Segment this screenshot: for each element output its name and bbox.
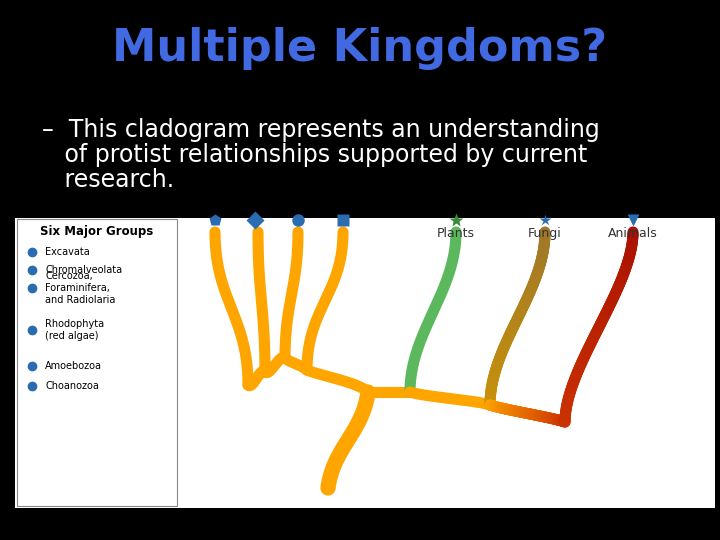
FancyBboxPatch shape xyxy=(17,219,177,506)
Text: Excavata: Excavata xyxy=(45,247,90,257)
Text: Plants: Plants xyxy=(437,227,475,240)
Text: Cercozoa,
Foraminifera,
and Radiolaria: Cercozoa, Foraminifera, and Radiolaria xyxy=(45,272,115,305)
Text: Animals: Animals xyxy=(608,227,658,240)
Text: Amoebozoa: Amoebozoa xyxy=(45,361,102,371)
Bar xyxy=(15,218,715,508)
Text: Choanozoa: Choanozoa xyxy=(45,381,99,391)
Text: –  This cladogram represents an understanding: – This cladogram represents an understan… xyxy=(42,118,600,142)
Text: Multiple Kingdoms?: Multiple Kingdoms? xyxy=(112,26,608,70)
Text: Chromalveolata: Chromalveolata xyxy=(45,265,122,275)
Text: Fungi: Fungi xyxy=(528,227,562,240)
Text: of protist relationships supported by current: of protist relationships supported by cu… xyxy=(42,143,588,167)
Text: Six Major Groups: Six Major Groups xyxy=(40,226,153,239)
Text: research.: research. xyxy=(42,168,174,192)
Text: Rhodophyta
(red algae): Rhodophyta (red algae) xyxy=(45,319,104,341)
